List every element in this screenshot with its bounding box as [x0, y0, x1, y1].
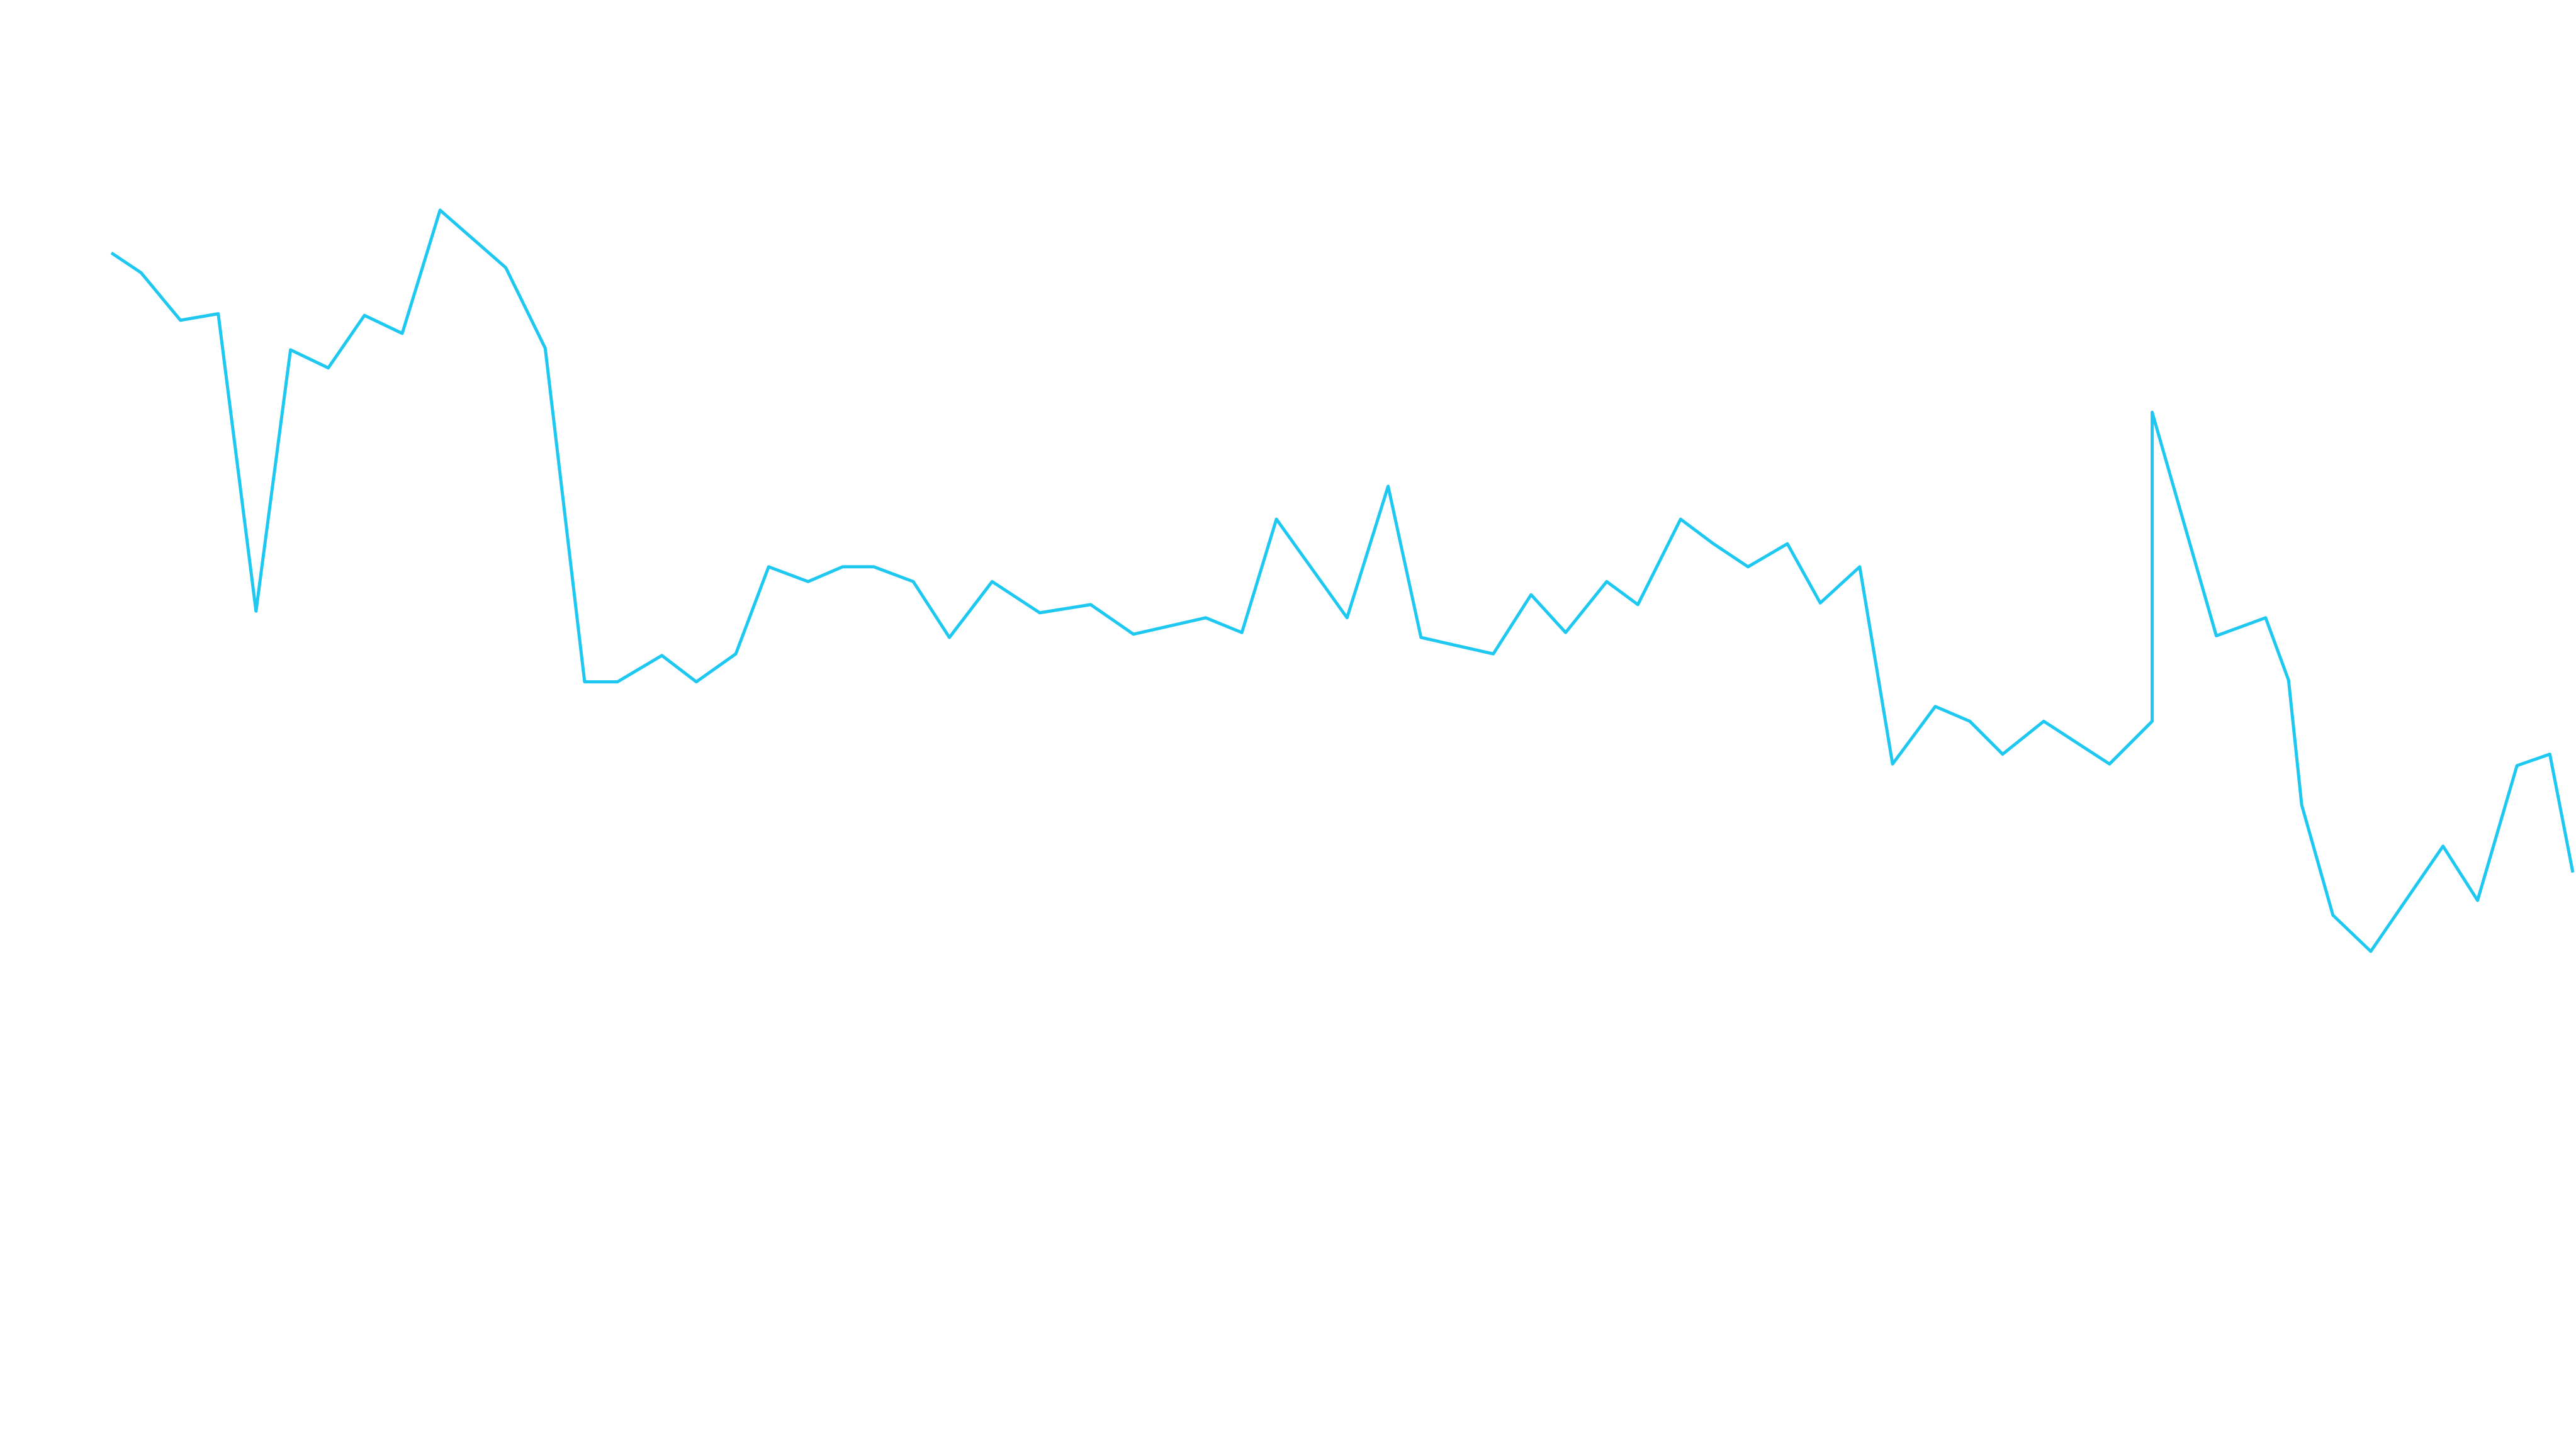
data-line [110, 208, 2575, 953]
